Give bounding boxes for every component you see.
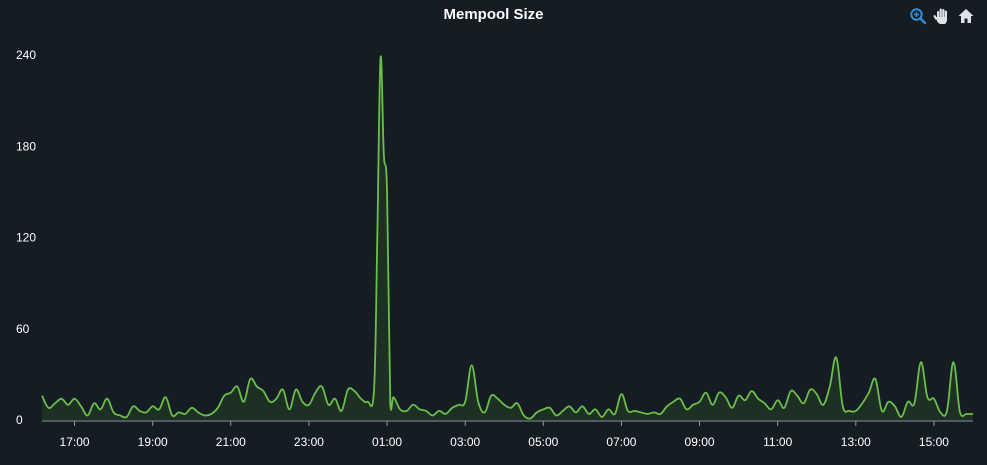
chart-title: Mempool Size bbox=[443, 6, 544, 23]
x-tick-label: 05:00 bbox=[528, 435, 558, 449]
zoom-icon[interactable] bbox=[909, 7, 927, 25]
x-tick-label: 13:00 bbox=[841, 435, 871, 449]
x-tick-label: 21:00 bbox=[216, 435, 246, 449]
x-tick-label: 07:00 bbox=[606, 435, 636, 449]
y-tick-label: 240 bbox=[16, 48, 36, 62]
home-icon[interactable] bbox=[957, 7, 975, 25]
x-tick-label: 01:00 bbox=[372, 435, 402, 449]
x-tick-label: 23:00 bbox=[294, 435, 324, 449]
pan-hand-icon[interactable] bbox=[933, 7, 951, 25]
x-tick-label: 03:00 bbox=[450, 435, 480, 449]
y-tick-label: 120 bbox=[16, 231, 36, 245]
x-tick-label: 17:00 bbox=[60, 435, 90, 449]
x-tick-label: 11:00 bbox=[763, 435, 792, 449]
x-tick-label: 15:00 bbox=[919, 435, 949, 449]
series-line bbox=[41, 55, 974, 420]
y-tick-label: 0 bbox=[16, 413, 23, 427]
chart-toolbar bbox=[909, 7, 975, 25]
y-tick-label: 60 bbox=[16, 322, 30, 336]
y-tick-label: 180 bbox=[16, 139, 36, 153]
x-tick-label: 09:00 bbox=[685, 435, 715, 449]
x-tick-label: 19:00 bbox=[138, 435, 168, 449]
